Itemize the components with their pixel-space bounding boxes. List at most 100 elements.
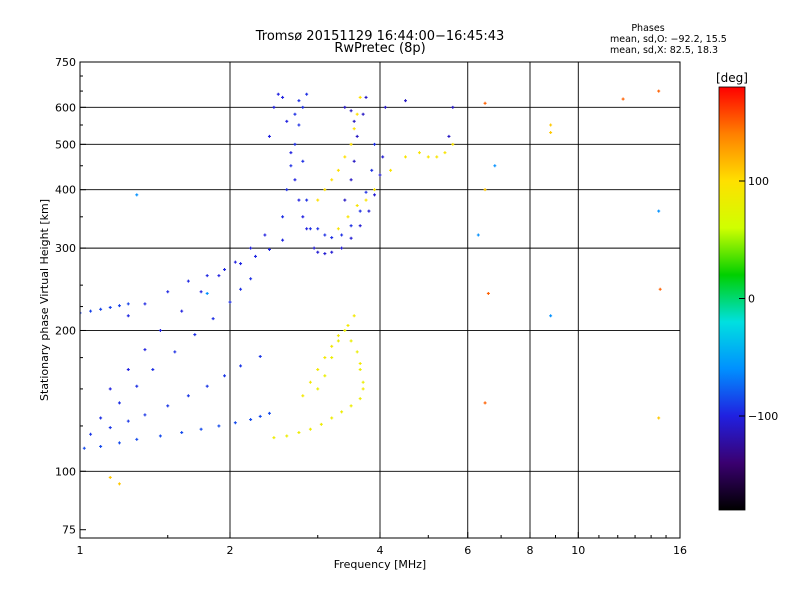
data-point (211, 317, 215, 321)
data-point (330, 344, 334, 348)
data-point (330, 250, 334, 254)
data-point (180, 309, 184, 313)
data-point (361, 112, 365, 116)
data-point (316, 368, 320, 372)
data-point (336, 227, 340, 231)
chart-subtitle: RwPretec (8p) (334, 41, 425, 56)
data-point (233, 421, 237, 425)
data-point (323, 374, 327, 378)
data-point (358, 209, 362, 213)
data-point (358, 368, 362, 372)
phases-header: Phases (631, 23, 664, 34)
data-point (383, 105, 387, 109)
x-axis-label: Frequency [MHz] (334, 558, 426, 571)
data-point (135, 384, 139, 388)
data-point (126, 368, 130, 372)
data-point (263, 233, 267, 237)
y-tick-label: 200 (55, 324, 76, 337)
data-point (228, 300, 232, 304)
data-point (289, 151, 293, 155)
data-point (358, 397, 362, 401)
data-point (549, 314, 553, 318)
data-point (349, 404, 353, 408)
data-point (443, 151, 447, 155)
data-point (151, 368, 155, 372)
y-tick-label: 400 (55, 184, 76, 197)
data-point (239, 262, 243, 266)
data-point (621, 97, 625, 101)
data-point (352, 127, 356, 131)
data-point (276, 92, 280, 96)
data-point (267, 134, 271, 138)
data-point (483, 401, 487, 405)
data-points (80, 89, 662, 486)
data-point (358, 361, 362, 365)
colorbar-tick-label: −100 (748, 410, 778, 423)
data-point (330, 356, 334, 360)
data-point (297, 99, 301, 103)
data-point (293, 142, 297, 146)
data-point (308, 427, 312, 431)
data-point (285, 434, 289, 438)
data-point (239, 287, 243, 291)
x-tick-label: 4 (377, 544, 384, 557)
data-point (352, 314, 356, 318)
phases-o-stats: mean, sd,O: −92.2, 15.5 (610, 34, 727, 45)
data-point (486, 291, 490, 295)
data-point (352, 159, 356, 163)
y-tick-label: 75 (62, 524, 76, 537)
data-point (319, 422, 323, 426)
data-point (336, 168, 340, 172)
data-point (249, 418, 253, 422)
data-point (336, 334, 340, 338)
data-point (373, 193, 377, 197)
data-point (355, 134, 359, 138)
data-point (301, 215, 305, 219)
y-tick-label: 300 (55, 242, 76, 255)
data-point (272, 105, 276, 109)
data-point (349, 142, 353, 146)
data-point (373, 142, 377, 146)
data-point (281, 95, 285, 99)
data-point (249, 246, 253, 250)
data-point (305, 227, 309, 231)
data-point (158, 434, 162, 438)
data-point (108, 426, 112, 430)
data-point (343, 155, 347, 159)
data-point (657, 416, 661, 420)
data-point (346, 215, 350, 219)
data-point (305, 92, 309, 96)
data-point (657, 209, 661, 213)
data-point (108, 475, 112, 479)
data-point (323, 233, 327, 237)
data-point (253, 254, 257, 258)
data-point (285, 188, 289, 192)
data-point (483, 188, 487, 192)
data-point (258, 414, 262, 418)
data-point (89, 309, 93, 313)
data-point (483, 101, 487, 105)
data-point (205, 291, 209, 295)
data-point (99, 307, 103, 311)
data-point (89, 432, 93, 436)
data-point (297, 431, 301, 435)
data-point (330, 416, 334, 420)
data-point (267, 247, 271, 251)
data-point (308, 227, 312, 231)
data-point (549, 131, 553, 135)
data-point (285, 119, 289, 123)
data-point (355, 350, 359, 354)
data-point (352, 119, 356, 123)
data-point (451, 105, 455, 109)
data-point (158, 328, 162, 332)
data-point (272, 436, 276, 440)
data-point (403, 155, 407, 159)
data-point (199, 427, 203, 431)
x-tick-label: 10 (571, 544, 585, 557)
data-point (658, 287, 662, 291)
data-point (370, 168, 374, 172)
data-point (355, 204, 359, 208)
data-point (346, 323, 350, 327)
data-point (323, 188, 327, 192)
